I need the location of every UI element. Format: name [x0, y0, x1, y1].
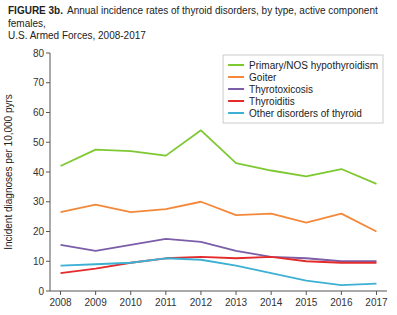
y-tick-label: 50 [33, 137, 45, 148]
legend-label: Other disorders of thyroid [249, 108, 362, 119]
y-tick [46, 82, 50, 83]
y-tick [46, 231, 50, 232]
y-tick-label: 30 [33, 196, 45, 207]
series-line [61, 130, 377, 184]
x-tick [306, 291, 307, 295]
x-tick [130, 291, 131, 295]
y-tick-label: 10 [33, 256, 45, 267]
y-tick [46, 142, 50, 143]
x-tick [95, 291, 96, 295]
x-tick [271, 291, 272, 295]
legend-label: Thyrotoxicosis [249, 84, 313, 95]
y-tick [46, 112, 50, 113]
legend-label: Thyroiditis [249, 96, 295, 107]
x-tick-label: 2016 [330, 297, 353, 308]
x-axis [50, 291, 387, 292]
y-tick [46, 201, 50, 202]
y-tick [46, 261, 50, 262]
y-tick-label: 40 [33, 167, 45, 178]
x-tick-label: 2013 [225, 297, 248, 308]
legend: Primary/NOS hypothyroidismGoiterThyrotox… [223, 55, 383, 123]
x-tick [376, 291, 377, 295]
y-tick [46, 291, 50, 292]
plot-area [61, 130, 377, 285]
y-tick-label: 20 [33, 226, 45, 237]
legend-swatch [228, 88, 244, 90]
x-tick-label: 2012 [190, 297, 213, 308]
x-tick [165, 291, 166, 295]
x-tick-label: 2011 [155, 297, 177, 308]
series-line [61, 202, 377, 232]
legend-label: Goiter [249, 72, 277, 83]
legend-swatch [228, 112, 244, 114]
chart: FIGURE 3b.Annual incidence rates of thyr… [0, 0, 397, 315]
series-line [61, 257, 377, 273]
legend-label: Primary/NOS hypothyroidism [249, 60, 378, 71]
x-tick-label: 2015 [295, 297, 318, 308]
legend-swatch [228, 64, 244, 66]
x-tick [200, 291, 201, 295]
y-tick-label: 60 [33, 107, 45, 118]
x-tick [236, 291, 237, 295]
x-tick-label: 2010 [120, 297, 143, 308]
x-tick [341, 291, 342, 295]
y-tick [46, 53, 50, 54]
y-axis-label: Incident diagnoses per 10,000 pyrs [3, 94, 14, 250]
y-tick-label: 0 [38, 286, 44, 297]
series-line [61, 258, 377, 285]
title: FIGURE 3b. [8, 5, 63, 16]
y-tick [46, 172, 50, 173]
x-tick-label: 2009 [85, 297, 108, 308]
legend-swatch [228, 76, 244, 78]
y-tick-label: 80 [33, 48, 45, 59]
x-tick [60, 291, 61, 295]
subtitle: Annual incidence rates of thyroid disord… [8, 5, 378, 41]
y-tick-label: 70 [33, 77, 45, 88]
x-tick-label: 2008 [49, 297, 72, 308]
x-tick-label: 2017 [365, 297, 388, 308]
x-tick-label: 2014 [260, 297, 283, 308]
legend-box [223, 55, 383, 123]
legend-swatch [228, 100, 244, 102]
